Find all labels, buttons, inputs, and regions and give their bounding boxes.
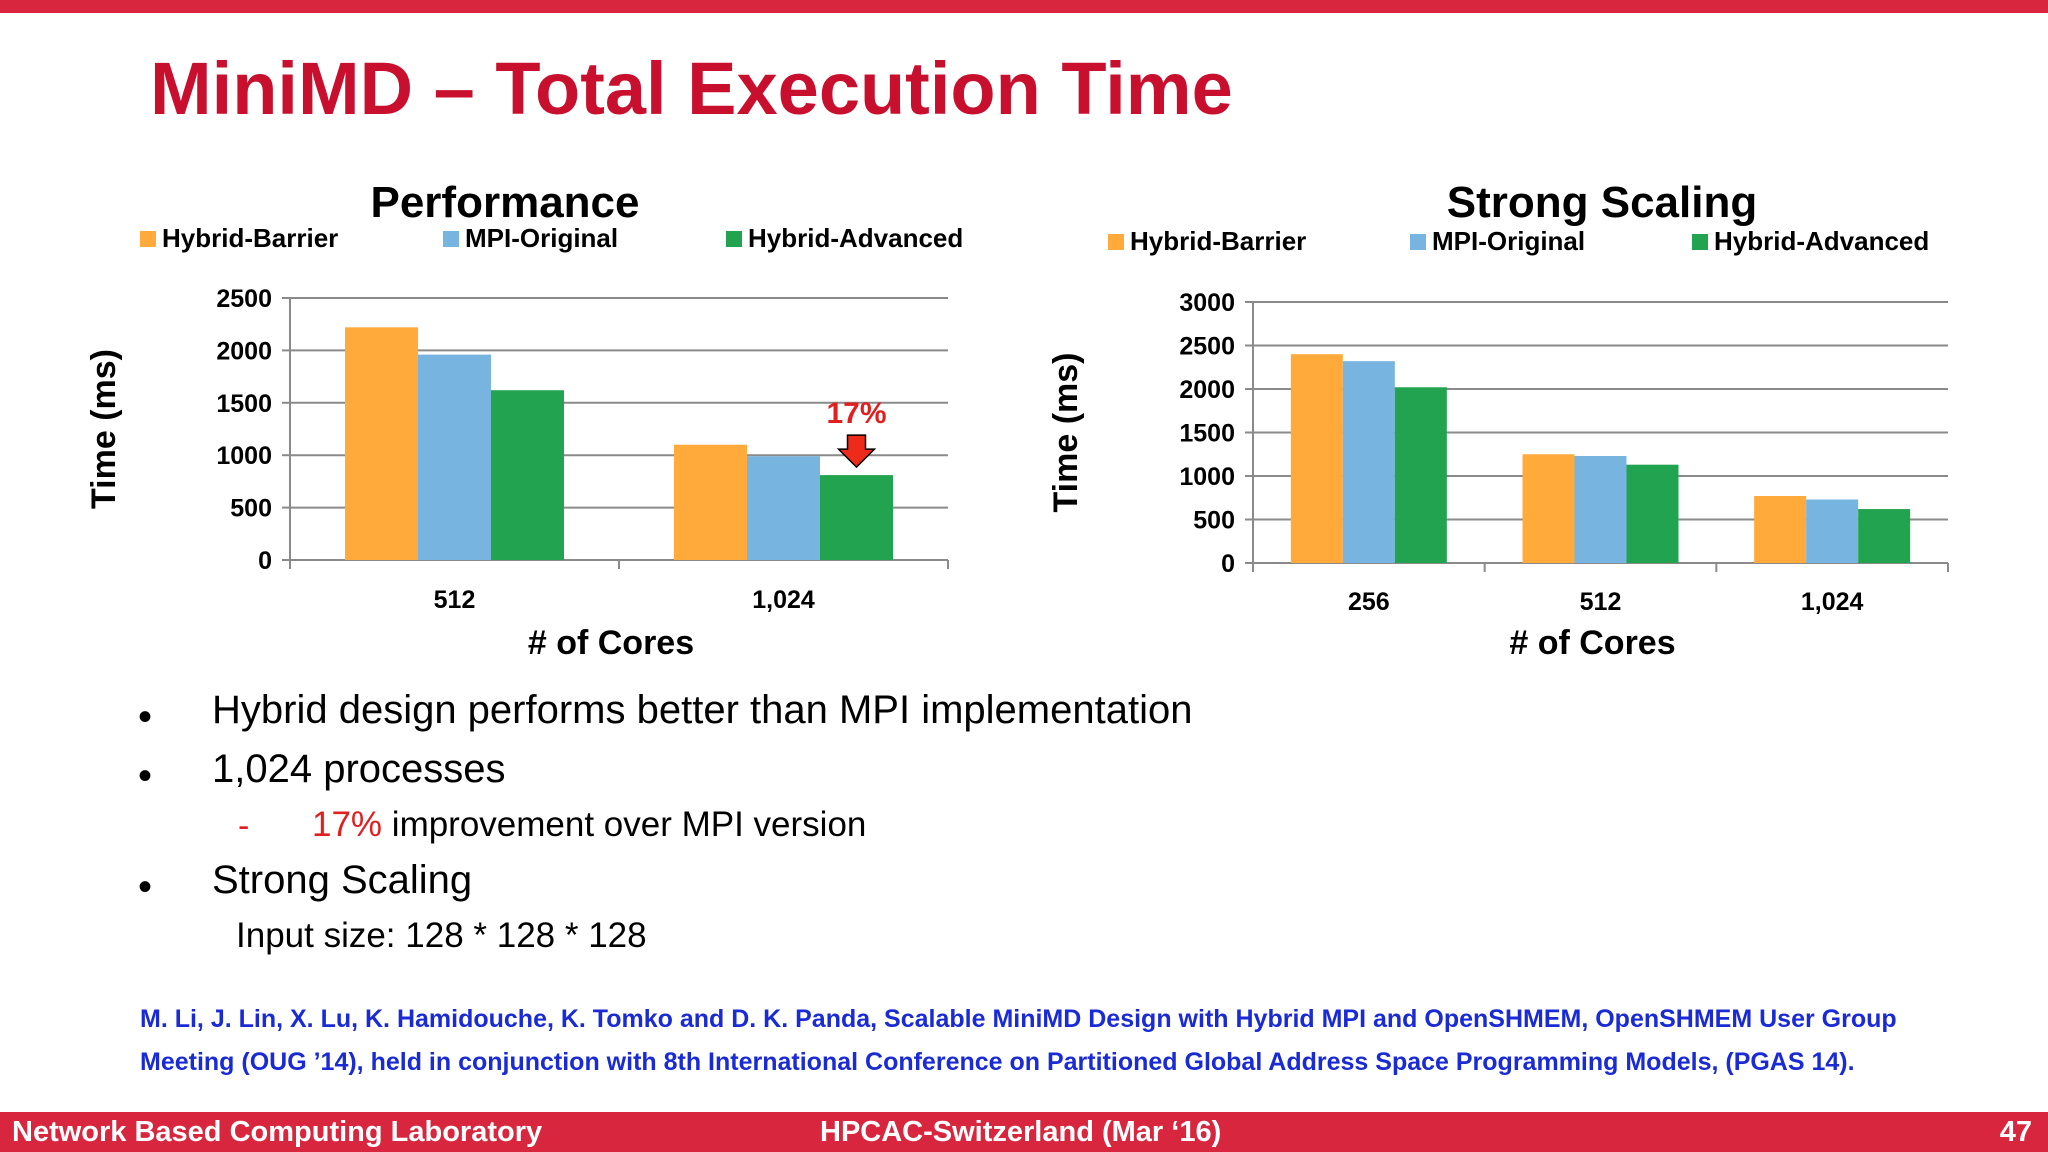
top-accent-bar bbox=[0, 0, 2048, 13]
x-tick-label: 512 bbox=[434, 586, 476, 614]
improvement-text: improvement over MPI version bbox=[382, 805, 867, 844]
chart-title: Strong Scaling bbox=[1447, 178, 1757, 227]
bar-hybrid-advanced-512 bbox=[491, 390, 564, 560]
footer-page-number: 47 bbox=[1999, 1116, 2032, 1148]
bar-hybrid-advanced-256 bbox=[1394, 387, 1447, 563]
improvement-highlight: 17% bbox=[312, 805, 383, 844]
input-size-text: Input size: 128 * 128 * 128 bbox=[236, 916, 647, 955]
bullet-marker: • bbox=[138, 754, 153, 798]
bar-hybrid-barrier-512 bbox=[1522, 454, 1575, 563]
bar-hybrid-barrier-1-024 bbox=[674, 444, 747, 560]
legend-label-hybrid-barrier: Hybrid-Barrier bbox=[1130, 226, 1306, 256]
x-tick-label: 1,024 bbox=[752, 586, 815, 614]
sub-bullet-improvement: 17% improvement over MPI version bbox=[312, 807, 866, 842]
y-tick-label: 1500 bbox=[216, 390, 272, 418]
legend-label-mpi-original: MPI-Original bbox=[1432, 226, 1585, 256]
legend-label-mpi-original: MPI-Original bbox=[465, 223, 618, 253]
y-tick-label: 2000 bbox=[1179, 376, 1235, 404]
down-arrow-icon bbox=[836, 434, 877, 469]
x-tick-label: 1,024 bbox=[1801, 588, 1864, 616]
bar-mpi-original-1-024 bbox=[1806, 499, 1859, 563]
legend-label-hybrid-advanced: Hybrid-Advanced bbox=[1714, 226, 1929, 256]
bar-hybrid-advanced-1-024 bbox=[820, 475, 893, 560]
y-tick-label: 2000 bbox=[216, 337, 272, 365]
reference-line: Meeting (OUG ’14), held in conjunction w… bbox=[140, 1048, 1855, 1076]
x-tick-label: 256 bbox=[1348, 588, 1390, 616]
y-tick-label: 1500 bbox=[1179, 420, 1235, 448]
legend-swatch-hybrid-advanced bbox=[1692, 234, 1708, 250]
x-axis-label: # of Cores bbox=[1509, 624, 1675, 662]
y-tick-label: 2500 bbox=[1179, 333, 1235, 361]
y-tick-label: 0 bbox=[258, 547, 272, 575]
y-axis-label: Time (ms) bbox=[85, 349, 123, 509]
bar-mpi-original-1-024 bbox=[747, 456, 820, 560]
y-tick-label: 1000 bbox=[1179, 463, 1235, 491]
bar-hybrid-barrier-256 bbox=[1290, 354, 1343, 563]
footer-lab-name: Network Based Computing Laboratory bbox=[12, 1116, 543, 1148]
y-tick-label: 3000 bbox=[1179, 289, 1235, 317]
bullet-marker: • bbox=[138, 865, 153, 909]
bar-mpi-original-512 bbox=[418, 354, 491, 560]
reference-citation: M. Li, J. Lin, X. Lu, K. Hamidouche, K. … bbox=[140, 998, 1980, 1084]
y-tick-label: 500 bbox=[1193, 507, 1235, 535]
y-tick-label: 1000 bbox=[216, 442, 272, 470]
footer-event: HPCAC-Switzerland (Mar ‘16) bbox=[820, 1116, 1222, 1148]
y-axis-label: Time (ms) bbox=[1047, 353, 1085, 513]
bar-mpi-original-256 bbox=[1342, 361, 1395, 563]
footer-bar: Network Based Computing Laboratory HPCAC… bbox=[0, 1112, 2048, 1152]
bullet-processes: 1,024 processes bbox=[212, 747, 506, 791]
y-tick-label: 0 bbox=[1221, 550, 1235, 578]
legend-label-hybrid-advanced: Hybrid-Advanced bbox=[748, 223, 963, 253]
annotation-percent: 17% bbox=[826, 397, 886, 430]
reference-line: M. Li, J. Lin, X. Lu, K. Hamidouche, K. … bbox=[140, 1005, 1897, 1033]
y-tick-label: 2500 bbox=[216, 285, 272, 313]
legend-swatch-hybrid-barrier bbox=[1108, 234, 1124, 250]
bar-hybrid-barrier-1-024 bbox=[1754, 496, 1807, 563]
bullet-strong-scaling: Strong Scaling bbox=[212, 858, 473, 902]
legend-swatch-mpi-original bbox=[1410, 234, 1426, 250]
bar-hybrid-advanced-512 bbox=[1626, 464, 1679, 563]
bar-mpi-original-512 bbox=[1574, 455, 1627, 563]
chart-svg: Performance Hybrid-Barrier MPI-Original Hyb… bbox=[85, 178, 963, 662]
chart-title: Performance bbox=[370, 178, 639, 227]
chart-svg: Strong Scaling Hybrid-Barrier MPI-Original… bbox=[1047, 178, 1949, 662]
slide-title: MiniMD – Total Execution Time bbox=[150, 47, 1233, 130]
bar-hybrid-barrier-512 bbox=[345, 327, 418, 560]
sub-bullet-marker: - bbox=[238, 807, 250, 845]
x-tick-label: 512 bbox=[1580, 588, 1622, 616]
legend-swatch-mpi-original bbox=[443, 231, 459, 247]
bar-hybrid-advanced-1-024 bbox=[1858, 509, 1911, 563]
x-axis-label: # of Cores bbox=[528, 624, 694, 662]
y-tick-label: 500 bbox=[230, 495, 272, 523]
bullet-hybrid-design: Hybrid design performs better than MPI i… bbox=[212, 688, 1193, 732]
strong-scaling-chart: Strong Scaling Hybrid-Barrier MPI-Original… bbox=[1030, 168, 2020, 688]
legend-swatch-hybrid-barrier bbox=[140, 231, 156, 247]
legend-label-hybrid-barrier: Hybrid-Barrier bbox=[162, 223, 338, 253]
bullet-marker: • bbox=[138, 695, 153, 739]
performance-chart: Performance Hybrid-Barrier MPI-Original Hyb… bbox=[60, 168, 1000, 688]
legend-swatch-hybrid-advanced bbox=[726, 231, 742, 247]
